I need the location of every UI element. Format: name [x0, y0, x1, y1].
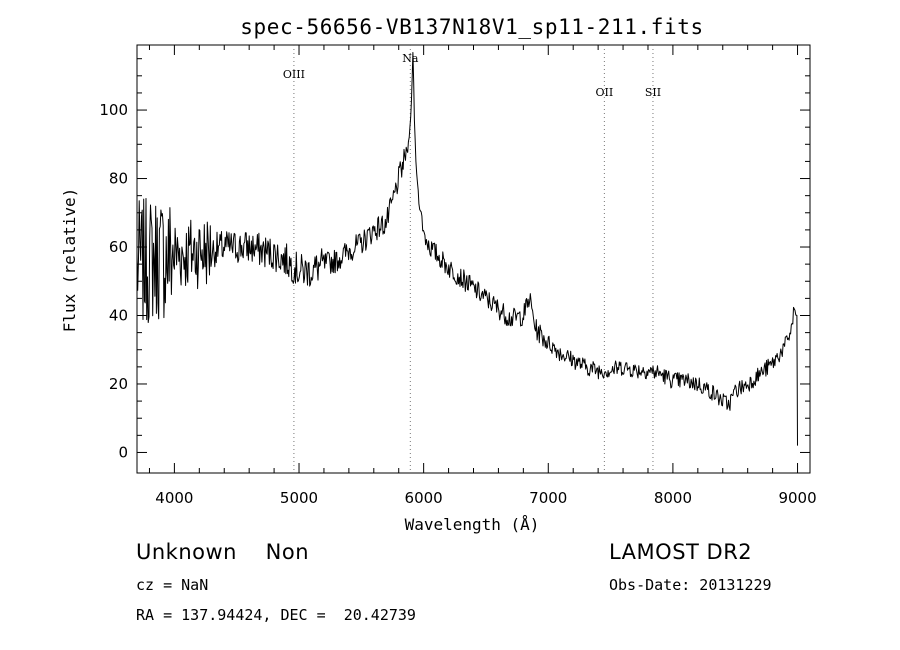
y-tick-label: 80 [109, 170, 128, 188]
axis-ticks: 4000 5000 6000 7000 8000 9000 0 20 40 60 80 100 [99, 45, 817, 507]
x-tick-label: 5000 [280, 489, 318, 507]
spectral-line-label: Na [402, 52, 419, 65]
x-tick-label: 6000 [405, 489, 443, 507]
y-tick-label: 0 [118, 443, 128, 461]
obs-date: Obs-Date: 20131229 [609, 576, 772, 594]
spectral-line-label: OIII [283, 68, 305, 81]
y-axis-label: Flux (relative) [60, 188, 79, 333]
coordinates-readout: RA = 137.94424, DEC = 20.42739 [136, 606, 416, 624]
x-tick-label: 4000 [155, 489, 193, 507]
y-tick-label: 40 [109, 306, 128, 324]
classification-label: Unknown Non [136, 540, 310, 564]
spectral-line-markers: OIII Na OII SII [283, 45, 661, 473]
x-tick-label: 9000 [778, 489, 816, 507]
chart-title: spec-56656-VB137N18V1_sp11-211.fits [240, 15, 704, 39]
y-tick-label: 20 [109, 375, 128, 393]
spectral-line-label: SII [645, 86, 661, 99]
spectrum-line [136, 52, 798, 446]
redshift-readout: cz = NaN [136, 576, 209, 594]
y-tick-label: 60 [109, 238, 128, 256]
survey-label: LAMOST DR2 [609, 540, 753, 564]
x-axis-label: Wavelength (Å) [405, 515, 540, 534]
spectral-line-label: OII [596, 86, 614, 99]
x-tick-label: 7000 [529, 489, 567, 507]
x-tick-label: 8000 [654, 489, 692, 507]
y-tick-label: 100 [99, 101, 128, 119]
